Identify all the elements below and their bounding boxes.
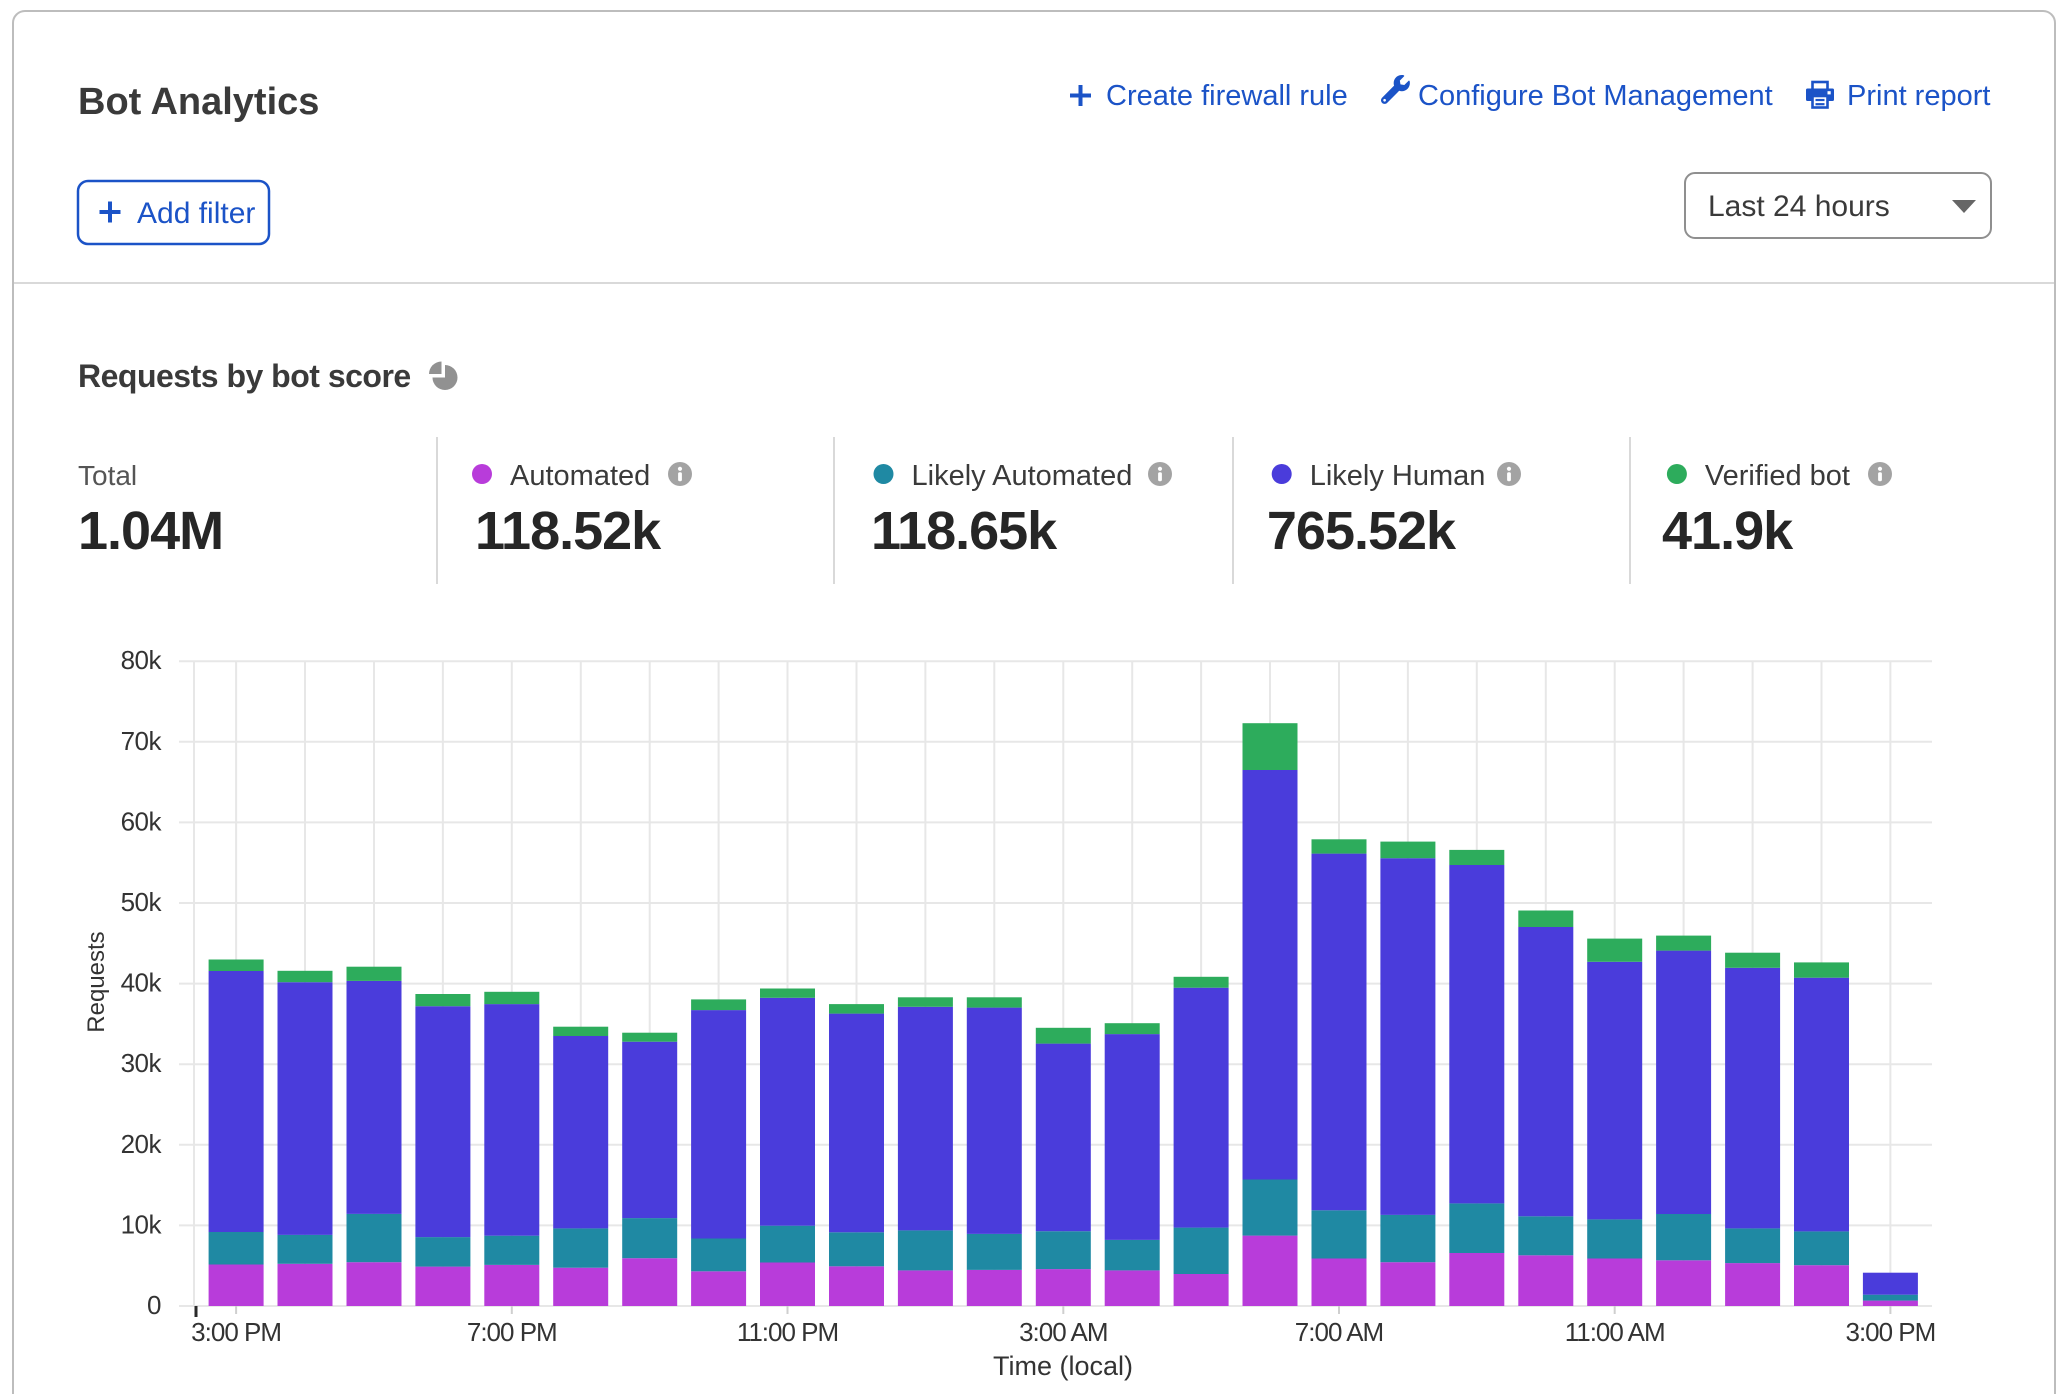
svg-text:3:00 AM: 3:00 AM [1019, 1317, 1107, 1347]
svg-text:20k: 20k [121, 1129, 163, 1159]
svg-text:3:00 PM: 3:00 PM [191, 1317, 281, 1347]
svg-text:0: 0 [147, 1290, 161, 1320]
svg-text:50k: 50k [121, 887, 163, 917]
svg-text:118.52k: 118.52k [475, 501, 662, 561]
svg-text:Bot Analytics: Bot Analytics [78, 81, 319, 123]
svg-text:Verified bot: Verified bot [1705, 460, 1850, 492]
svg-text:40k: 40k [121, 968, 163, 998]
svg-text:Create firewall rule: Create firewall rule [1106, 80, 1348, 112]
svg-text:Time (local): Time (local) [993, 1351, 1133, 1381]
svg-text:Requests by bot score: Requests by bot score [78, 358, 411, 394]
svg-text:1.04M: 1.04M [78, 501, 223, 561]
svg-text:Automated: Automated [510, 460, 650, 492]
svg-text:10k: 10k [121, 1209, 163, 1239]
svg-text:Likely Human: Likely Human [1310, 460, 1486, 492]
svg-text:7:00 PM: 7:00 PM [467, 1317, 557, 1347]
svg-text:Requests: Requests [83, 931, 110, 1032]
svg-text:765.52k: 765.52k [1267, 501, 1457, 561]
svg-text:80k: 80k [121, 645, 163, 675]
svg-text:Last 24 hours: Last 24 hours [1708, 190, 1890, 223]
svg-text:118.65k: 118.65k [871, 501, 1058, 561]
svg-text:Print report: Print report [1847, 80, 1990, 112]
svg-text:3:00 PM: 3:00 PM [1845, 1317, 1935, 1347]
svg-text:11:00 PM: 11:00 PM [737, 1317, 838, 1347]
svg-text:Add filter: Add filter [137, 197, 255, 230]
svg-text:Total: Total [78, 460, 137, 491]
svg-text:11:00 AM: 11:00 AM [1565, 1317, 1665, 1347]
svg-text:41.9k: 41.9k [1662, 501, 1794, 561]
svg-text:30k: 30k [121, 1048, 163, 1078]
svg-text:Likely Automated: Likely Automated [912, 460, 1133, 492]
svg-text:60k: 60k [121, 806, 163, 836]
svg-text:70k: 70k [121, 726, 163, 756]
svg-text:Configure Bot Management: Configure Bot Management [1418, 80, 1773, 112]
svg-text:7:00 AM: 7:00 AM [1295, 1317, 1383, 1347]
